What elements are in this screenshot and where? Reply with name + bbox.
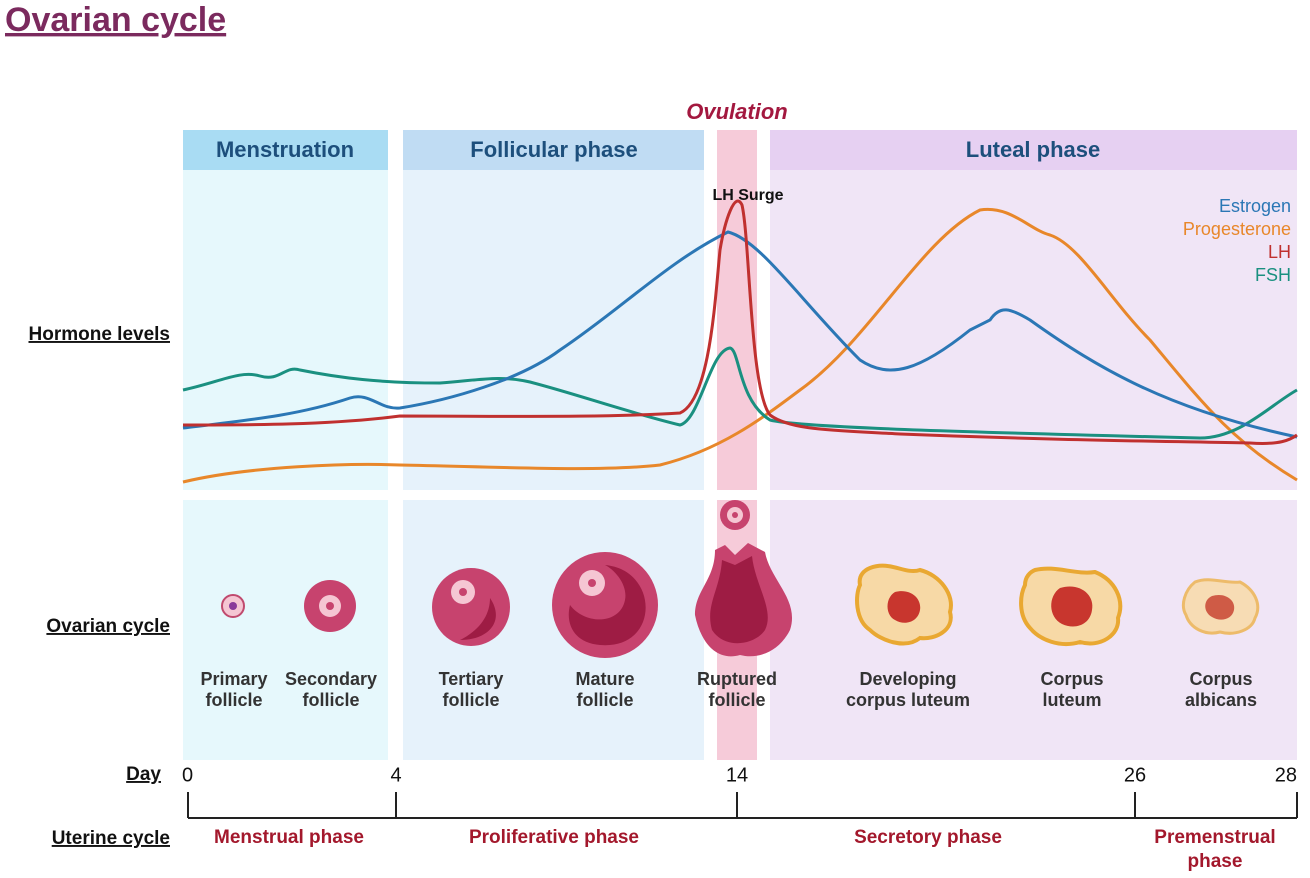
stage-label: Mature [575, 669, 634, 689]
stage-label: Corpus [1190, 669, 1253, 689]
stage-label: albicans [1185, 690, 1257, 710]
follicular-header [403, 130, 704, 170]
tertiary-follicle-icon [460, 598, 496, 640]
mature-follicle-icon [568, 565, 646, 646]
uterine-phase-label: Secretory phase [854, 827, 1002, 848]
fsh-curve [182, 346, 1298, 440]
stage-label: follicle [708, 690, 765, 710]
oocyte-icon [732, 512, 738, 518]
menstruation-panel [183, 170, 388, 490]
developing-corpus-luteum-icon [887, 591, 921, 623]
uterine-phase-label: Proliferative phase [469, 827, 639, 848]
hormone-curves [182, 199, 1298, 484]
stage-label: Primary [200, 669, 267, 689]
stage-label: follicle [205, 690, 262, 710]
stage-label: Developing [859, 669, 956, 689]
progesterone-curve [182, 207, 1298, 484]
phase-label: Menstruation [216, 137, 354, 162]
secondary-follicle-icon [326, 602, 334, 610]
mature-follicle-icon [588, 579, 596, 587]
follicle-icons [221, 500, 1260, 658]
panels [183, 130, 1297, 760]
legend-entry: Estrogen [1219, 196, 1291, 216]
uterine-phase-label: Menstrual phase [214, 827, 364, 848]
legend-entry: Progesterone [1183, 219, 1291, 239]
separator [183, 490, 1297, 500]
luteal-header [770, 130, 1297, 170]
row-label: Hormone levels [29, 324, 171, 345]
follicular-panel [403, 170, 704, 490]
uterine-phase-label: Premenstrual [1154, 827, 1275, 848]
stage-label: Tertiary [439, 669, 504, 689]
stage-label: follicle [576, 690, 633, 710]
stage-label: follicle [302, 690, 359, 710]
row-label: Ovarian cycle [46, 616, 170, 637]
stage-label: Corpus [1041, 669, 1104, 689]
phase-label: Follicular phase [470, 137, 638, 162]
day-label: 26 [1124, 764, 1146, 786]
row-label: Day [126, 764, 161, 785]
estrogen-curve [182, 230, 1298, 439]
title: Ovarian cycle [5, 1, 226, 39]
legend-entry: LH [1268, 242, 1291, 262]
lh-surge-label: LH Surge [712, 187, 783, 204]
stage-label: Secondary [285, 669, 377, 689]
ovulation-band [717, 130, 757, 760]
stage-label: Ruptured [697, 669, 777, 689]
stage-label: luteum [1042, 690, 1101, 710]
corpus-albicans-icon [1205, 594, 1235, 620]
stage-label: follicle [442, 690, 499, 710]
day-label: 0 [182, 764, 193, 786]
ovulation-label: Ovulation [686, 99, 787, 124]
menstruation-panel [183, 500, 388, 760]
stage-label: corpus luteum [846, 690, 970, 710]
day-label: 28 [1275, 764, 1297, 786]
lh-curve [182, 199, 1298, 445]
ruptured-follicle-icon [710, 556, 768, 644]
row-label: Uterine cycle [52, 828, 170, 849]
phase-label: Luteal phase [966, 137, 1100, 162]
corpus-luteum-icon [1051, 586, 1093, 627]
legend-entry: FSH [1255, 265, 1291, 285]
uterine-phase-label: phase [1188, 851, 1243, 872]
tertiary-follicle-icon [459, 588, 467, 596]
menstruation-header [183, 130, 388, 170]
day-label: 14 [726, 764, 748, 786]
day-label: 4 [390, 764, 401, 786]
primary-follicle-icon [229, 602, 237, 610]
